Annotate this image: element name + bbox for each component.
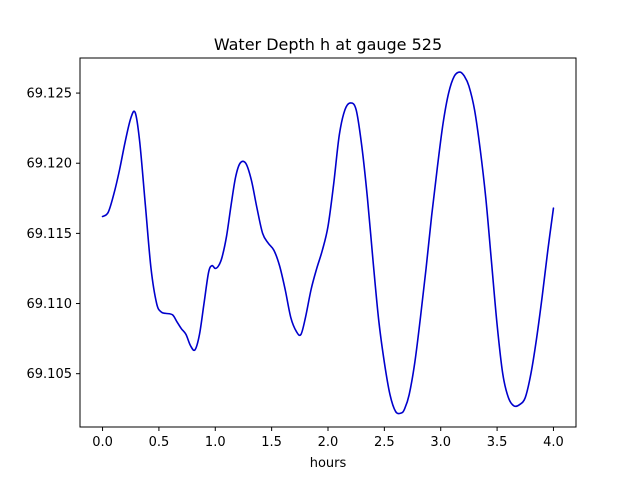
x-tick-label: 0.0 <box>92 435 113 450</box>
series-line-water-depth <box>101 71 555 415</box>
y-tick-label: 69.125 <box>27 87 73 102</box>
y-tick-label: 69.120 <box>27 157 73 172</box>
y-tick-label: 69.105 <box>27 367 73 382</box>
x-axis-ticks: 0.0 0.5 1.0 1.5 2.0 2.5 3.0 3.5 4.0 <box>92 427 564 450</box>
x-tick-label: 3.0 <box>430 435 451 450</box>
y-axis-ticks: 69.105 69.110 69.115 69.120 69.125 <box>27 87 80 382</box>
y-tick-label: 69.110 <box>27 297 73 312</box>
x-tick-label: 0.5 <box>149 435 170 450</box>
x-axis-label: hours <box>310 456 347 471</box>
x-tick-label: 4.0 <box>543 435 564 450</box>
x-tick-label: 2.0 <box>318 435 339 450</box>
x-tick-label: 3.5 <box>487 435 508 450</box>
y-tick-label: 69.115 <box>27 227 73 242</box>
x-tick-label: 1.0 <box>205 435 226 450</box>
chart-title: Water Depth h at gauge 525 <box>214 35 442 54</box>
x-tick-label: 2.5 <box>374 435 395 450</box>
x-tick-label: 1.5 <box>261 435 282 450</box>
